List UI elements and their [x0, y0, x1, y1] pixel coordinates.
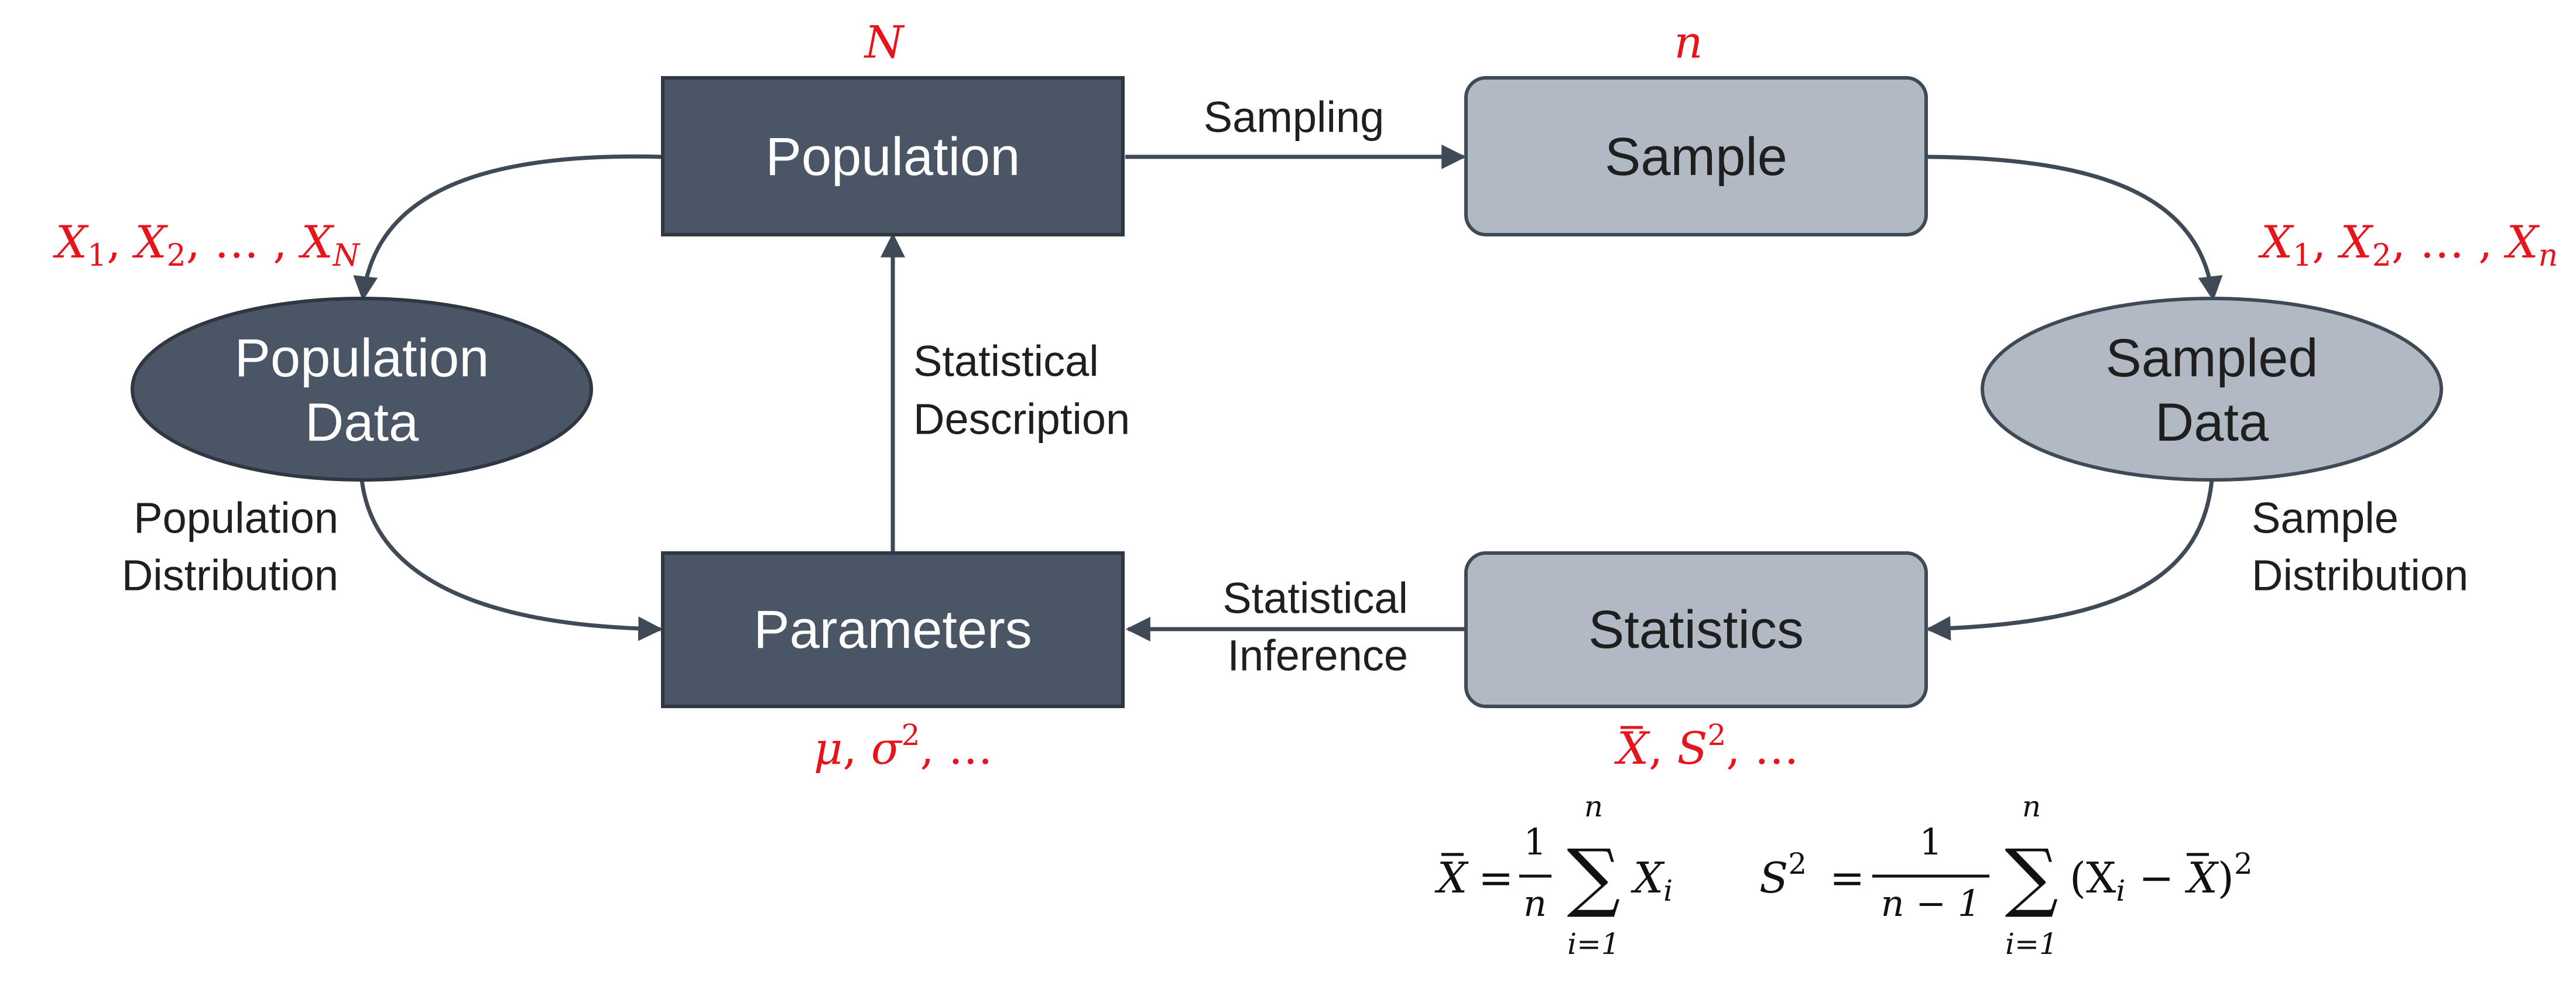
- sample-label: Sample: [1605, 127, 1787, 187]
- svg-text:i=1: i=1: [1567, 927, 1620, 961]
- node-parameters: Parameters: [661, 551, 1125, 708]
- svg-text:=: =: [1830, 853, 1865, 902]
- edge-sample-to-sampled-data: [1926, 155, 2223, 301]
- edge-population-to-population-data: [353, 154, 662, 301]
- sample-size-annotation: n: [1674, 16, 1703, 68]
- population-data-ellipse: [131, 297, 593, 482]
- population-distribution-label-line1: Population: [133, 494, 338, 543]
- formula-sample-variance: S2 = 1 n − 1 n ∑ i=1 (Xi − X)2: [1759, 789, 2253, 961]
- svg-text:1: 1: [1919, 821, 1942, 863]
- variance-term: (Xi − X)2: [2070, 847, 2253, 908]
- svg-text:=: =: [1478, 853, 1513, 902]
- sampled-data-ellipse: [1981, 297, 2443, 482]
- sample-values-annotation: X1, X2, … , Xn: [2258, 216, 2558, 273]
- variance-lhs: S2: [1759, 847, 1807, 902]
- sample-distribution-label-line1: Sample: [2252, 494, 2399, 543]
- sampled-data-label-line2: Data: [2155, 393, 2269, 452]
- population-distribution-label-line2: Distribution: [122, 551, 338, 600]
- sample-box: [1464, 76, 1928, 236]
- statistics-box: [1464, 551, 1928, 708]
- statistics-annotation: X, S2, …: [1614, 718, 1799, 774]
- svg-text:n − 1: n − 1: [1881, 882, 1981, 925]
- parameters-annotation: μ, σ2, …: [814, 718, 993, 774]
- formula-sample-mean: X = 1 n n ∑ i=1 Xi: [1434, 789, 1673, 961]
- statistics-label: Statistics: [1588, 600, 1804, 660]
- svg-text:X: X: [1434, 853, 1469, 902]
- mean-term: Xi: [1630, 853, 1673, 908]
- edges: [353, 145, 2223, 641]
- statistical-inference-label-line2: Inference: [1227, 631, 1408, 680]
- statistical-description-label-line1: Statistical: [913, 337, 1099, 386]
- svg-text:n: n: [1584, 789, 1603, 823]
- svg-text:1: 1: [1523, 821, 1546, 863]
- statistical-description-label-line2: Description: [913, 395, 1130, 444]
- edge-population-data-to-parameters: [359, 479, 663, 641]
- node-statistics: Statistics: [1464, 551, 1928, 708]
- population-box: [661, 76, 1125, 236]
- svg-text:n: n: [2022, 789, 2041, 823]
- statistical-inference-label-line1: Statistical: [1222, 574, 1408, 623]
- node-sampled-data: Sampled Data: [1981, 297, 2443, 482]
- node-sample: Sample: [1464, 76, 1928, 236]
- svg-text:n: n: [1523, 882, 1547, 925]
- population-data-label-line1: Population: [235, 328, 489, 388]
- parameters-label: Parameters: [753, 600, 1032, 660]
- population-label: Population: [766, 127, 1020, 187]
- svg-text:X, S2, …: X, S2, …: [1614, 718, 1799, 774]
- svg-text:i=1: i=1: [2005, 927, 2058, 961]
- node-population-data: Population Data: [131, 297, 593, 482]
- sampling-label: Sampling: [1204, 93, 1385, 142]
- sample-distribution-label-line2: Distribution: [2252, 551, 2468, 600]
- population-size-annotation: N: [864, 16, 905, 68]
- edge-sampled-data-to-statistics: [1926, 479, 2214, 641]
- svg-text:∑: ∑: [2005, 833, 2058, 921]
- population-values-annotation: X1, X2, … , XN: [53, 216, 361, 273]
- svg-text:∑: ∑: [1567, 833, 1620, 921]
- sampled-data-label-line1: Sampled: [2105, 328, 2318, 388]
- population-data-label-line2: Data: [305, 393, 419, 452]
- node-population: Population: [661, 76, 1125, 236]
- parameters-box: [661, 551, 1125, 708]
